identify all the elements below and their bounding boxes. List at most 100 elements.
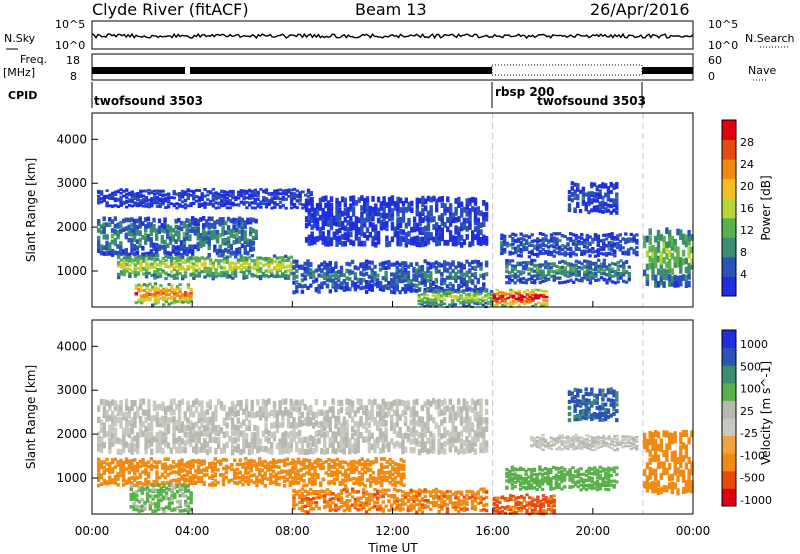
power-cell: [188, 244, 192, 250]
power-cell: [473, 275, 478, 280]
vel-cell: [296, 469, 301, 473]
vel-cell: [161, 401, 165, 408]
vel-cell: [256, 431, 260, 438]
power-cell: [186, 292, 191, 296]
power-cell: [125, 199, 129, 203]
vel-cell: [313, 469, 317, 474]
power-cell: [607, 241, 611, 245]
power-cell: [194, 195, 199, 198]
power-cell: [153, 258, 157, 262]
power-cell: [225, 192, 230, 196]
vel-cell: [196, 479, 201, 483]
power-cell: [286, 264, 291, 268]
vel-cell: [249, 474, 253, 478]
vel-cell: [415, 398, 419, 405]
power-cell: [654, 261, 658, 269]
vel-cell: [412, 417, 416, 424]
power-cell: [113, 193, 118, 196]
power-cell: [410, 207, 414, 213]
power-cell: [495, 297, 499, 300]
power-cell: [425, 297, 430, 301]
power-cell: [170, 295, 174, 299]
power-cell: [442, 294, 446, 298]
vel-cell: [213, 462, 217, 466]
power-cell: [415, 278, 419, 283]
power-cell: [525, 297, 530, 300]
power-cell: [624, 232, 628, 236]
power-cell: [415, 197, 419, 204]
power-cell: [359, 262, 363, 267]
power-cell: [592, 194, 597, 199]
power-cell: [325, 271, 330, 276]
vel-cell: [189, 426, 193, 433]
power-cell: [181, 255, 185, 259]
vel-cell: [127, 462, 131, 467]
power-cell: [541, 237, 545, 241]
power-cell: [178, 287, 182, 291]
power-cell: [390, 208, 395, 214]
vel-cell: [267, 411, 271, 418]
power-cell: [251, 228, 256, 233]
power-cell: [471, 235, 475, 242]
power-cell: [673, 261, 677, 268]
power-cell: [245, 274, 249, 278]
power-cell: [228, 206, 232, 210]
vel-cell: [437, 448, 441, 455]
power-cell: [264, 256, 268, 261]
power-cell: [390, 200, 395, 206]
power-cell: [310, 202, 314, 208]
power-cell: [99, 250, 104, 256]
power-cell: [174, 230, 178, 235]
power-cell: [292, 195, 297, 198]
power-cell: [381, 261, 385, 266]
power-cell: [459, 276, 464, 281]
vel-cell: [97, 467, 101, 471]
power-cell: [286, 276, 291, 280]
power-cell: [161, 201, 165, 204]
power-cell: [144, 189, 148, 193]
power-cell: [401, 217, 406, 223]
power-cell: [161, 256, 165, 260]
vel-cell: [272, 421, 277, 429]
power-cell: [250, 266, 254, 270]
power-cell: [546, 272, 551, 276]
power-cell: [521, 261, 526, 265]
power-cell: [119, 251, 123, 256]
power-cell: [690, 246, 694, 254]
power-cell: [443, 203, 447, 209]
power-cell: [226, 230, 231, 235]
power-cell: [608, 273, 612, 277]
vel-cell: [236, 446, 240, 454]
power-cell: [345, 281, 349, 286]
vel-cell: [376, 403, 380, 410]
power-cell: [443, 281, 447, 286]
power-cell: [451, 262, 455, 267]
vel-cell: [130, 448, 134, 455]
power-cell: [328, 289, 332, 294]
vel-cell: [105, 431, 109, 438]
vel-cell: [111, 417, 115, 424]
vel-cell: [144, 431, 148, 438]
vel-cell: [175, 437, 179, 444]
vel-cell: [476, 411, 480, 418]
power-cell: [612, 208, 616, 213]
power-cell: [544, 237, 548, 241]
power-cell: [111, 197, 115, 201]
vel-cell: [426, 426, 430, 433]
vel-cell: [147, 464, 151, 469]
power-cell: [665, 227, 669, 235]
power-cell: [249, 226, 253, 232]
vel-cell: [127, 443, 132, 450]
power-cell: [152, 189, 157, 193]
vel-cell: [161, 438, 165, 445]
vel-cell: [431, 433, 436, 440]
power-cell: [384, 284, 388, 289]
power-cell: [119, 224, 123, 229]
power-cell: [175, 276, 179, 280]
vel-cell: [292, 405, 296, 412]
power-cell: [527, 277, 531, 281]
vel-cell: [200, 430, 204, 437]
power-cell: [125, 255, 129, 259]
power-cell: [544, 234, 548, 238]
power-cell: [157, 244, 162, 249]
